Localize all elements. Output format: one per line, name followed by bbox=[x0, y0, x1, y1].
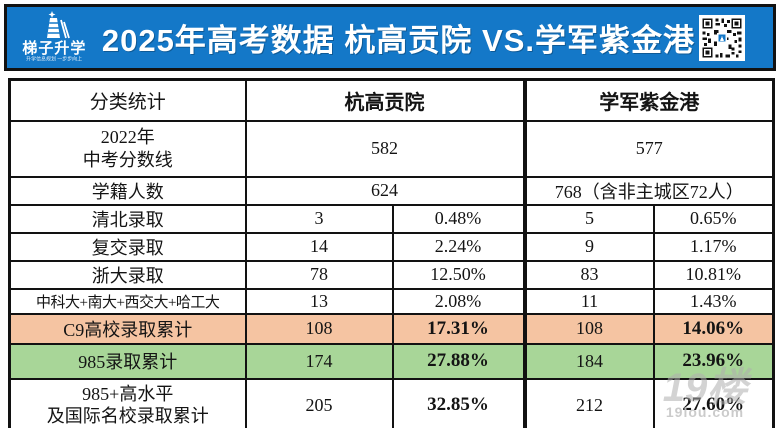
label-cell: 清北录取 bbox=[8, 203, 247, 234]
pct-cell: 23.96% bbox=[652, 342, 775, 380]
pct-cell: 2.08% bbox=[391, 287, 526, 315]
table-header-row: 分类统计 杭高贡院 学军紫金港 bbox=[8, 78, 775, 122]
count-cell: 14 bbox=[244, 231, 394, 262]
label-cell: 中科大+南大+西交大+哈工大 bbox=[8, 287, 247, 315]
label-cell: C9高校录取累计 bbox=[8, 312, 247, 345]
count-cell: 108 bbox=[522, 312, 655, 345]
count-cell: 205 bbox=[244, 377, 394, 428]
value-cell: 624 bbox=[244, 175, 526, 206]
brand-slogan: 升学信息规划 一步步向上 bbox=[26, 56, 83, 62]
count-cell: 5 bbox=[522, 203, 655, 234]
row-zheda: 浙大录取 78 12.50% 83 10.81% bbox=[8, 259, 775, 290]
row-other-top: 中科大+南大+西交大+哈工大 13 2.08% 11 1.43% bbox=[8, 287, 775, 315]
header-label-cell: 分类统计 bbox=[8, 78, 247, 122]
value-cell: 582 bbox=[244, 119, 526, 178]
header-school2-cell: 学军紫金港 bbox=[522, 78, 775, 122]
count-cell: 108 bbox=[244, 312, 394, 345]
pct-cell: 0.48% bbox=[391, 203, 526, 234]
value-cell: 577 bbox=[522, 119, 775, 178]
header-school1-cell: 杭高贡院 bbox=[244, 78, 526, 122]
label-line2: 及国际名校录取累计 bbox=[46, 406, 209, 427]
value-cell: 768（含非主城区72人） bbox=[522, 175, 775, 206]
row-enrollment: 学籍人数 624 768（含非主城区72人） bbox=[8, 175, 775, 206]
row-985-plus-total: 985+高水平 及国际名校录取累计 205 32.85% 212 27.60% bbox=[8, 377, 775, 428]
count-cell: 11 bbox=[522, 287, 655, 315]
row-fujiao: 复交录取 14 2.24% 9 1.17% bbox=[8, 231, 775, 262]
pct-cell: 17.31% bbox=[391, 312, 526, 345]
pct-cell: 1.43% bbox=[652, 287, 775, 315]
label-cell: 浙大录取 bbox=[8, 259, 247, 290]
label-cell: 985录取累计 bbox=[8, 342, 247, 380]
pct-cell: 1.17% bbox=[652, 231, 775, 262]
pct-cell: 2.24% bbox=[391, 231, 526, 262]
count-cell: 212 bbox=[522, 377, 655, 428]
label-line1: 2022年 bbox=[100, 127, 155, 147]
brand-logo: 梯子升学 升学信息规划 一步步向上 bbox=[7, 10, 102, 65]
row-score-line: 2022年 中考分数线 582 577 bbox=[8, 119, 775, 178]
count-cell: 184 bbox=[522, 342, 655, 380]
pct-cell: 14.06% bbox=[652, 312, 775, 345]
count-cell: 9 bbox=[522, 231, 655, 262]
pct-cell: 12.50% bbox=[391, 259, 526, 290]
qr-code-icon bbox=[699, 14, 745, 61]
count-cell: 78 bbox=[244, 259, 394, 290]
ladder-tower-icon bbox=[37, 10, 71, 40]
count-cell: 174 bbox=[244, 342, 394, 380]
pct-cell: 27.60% bbox=[652, 377, 775, 428]
label-cell: 复交录取 bbox=[8, 231, 247, 262]
page-title: 2025年高考数据 杭高贡院 VS.学军紫金港 bbox=[101, 23, 695, 58]
pct-cell: 27.88% bbox=[391, 342, 526, 380]
row-985-total: 985录取累计 174 27.88% 184 23.96% bbox=[8, 342, 775, 380]
label-line1: 985+高水平 bbox=[82, 383, 174, 404]
comparison-table: 分类统计 杭高贡院 学军紫金港 2022年 中考分数线 582 577 学籍人数… bbox=[8, 78, 775, 428]
count-cell: 13 bbox=[244, 287, 394, 315]
row-qingbei: 清北录取 3 0.48% 5 0.65% bbox=[8, 203, 775, 234]
pct-cell: 32.85% bbox=[391, 377, 526, 428]
pct-cell: 0.65% bbox=[652, 203, 775, 234]
label-line2: 中考分数线 bbox=[82, 149, 173, 170]
count-cell: 83 bbox=[522, 259, 655, 290]
row-c9-total: C9高校录取累计 108 17.31% 108 14.06% bbox=[8, 312, 775, 345]
label-cell: 2022年 中考分数线 bbox=[8, 119, 247, 178]
header-banner: 梯子升学 升学信息规划 一步步向上 2025年高考数据 杭高贡院 VS.学军紫金… bbox=[4, 4, 776, 71]
label-cell: 985+高水平 及国际名校录取累计 bbox=[8, 377, 247, 428]
brand-name: 梯子升学 bbox=[22, 40, 87, 57]
pct-cell: 10.81% bbox=[652, 259, 775, 290]
label-cell: 学籍人数 bbox=[8, 175, 247, 206]
count-cell: 3 bbox=[244, 203, 394, 234]
